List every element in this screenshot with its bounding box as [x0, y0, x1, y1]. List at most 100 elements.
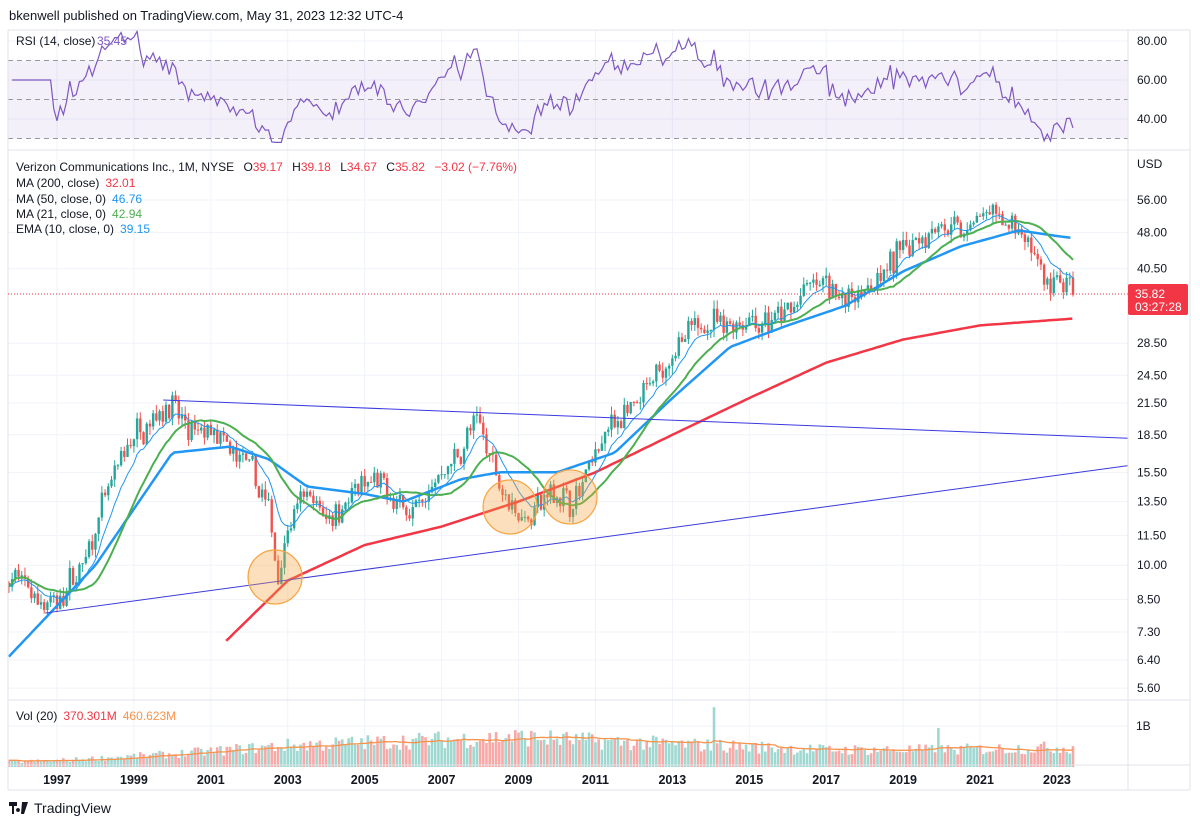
volume-bar	[1033, 752, 1036, 767]
candle-body	[722, 315, 725, 333]
volume-bar	[924, 744, 927, 767]
volume-bar	[417, 732, 421, 767]
candle-body	[815, 279, 818, 285]
candle-body	[792, 306, 796, 313]
candle-body	[533, 507, 536, 526]
candle-body	[719, 315, 722, 322]
volume-bar	[356, 744, 360, 767]
tradingview-logo[interactable]: TradingView	[9, 800, 111, 816]
volume-bar	[427, 745, 431, 767]
candle-body	[478, 414, 482, 423]
candle-body	[296, 503, 299, 510]
time-label: 2003	[274, 773, 302, 787]
candle-body	[171, 395, 174, 419]
volume-bar	[360, 738, 363, 767]
rsi-legend-value: 35.45	[97, 34, 127, 48]
candle-body	[382, 473, 386, 479]
candle-body	[1042, 264, 1046, 285]
candle-body	[408, 515, 411, 519]
candle-body	[456, 448, 459, 458]
candle-body	[924, 237, 927, 249]
candle-body	[30, 587, 33, 599]
candle-body	[639, 402, 642, 404]
candle-body	[132, 439, 136, 447]
volume-bar	[100, 755, 104, 767]
time-label: 1999	[120, 773, 148, 787]
candle-body	[767, 312, 770, 333]
volume-bar	[187, 753, 190, 767]
volume-bar	[497, 741, 501, 767]
volume-bar	[199, 748, 203, 767]
candle-body	[632, 402, 636, 404]
volume-bar	[876, 751, 879, 767]
volume-bar	[87, 758, 91, 767]
volume-bar	[276, 747, 280, 767]
volume-bar	[494, 732, 498, 767]
time-label: 2005	[351, 773, 379, 787]
rsi-axis-label: 60.00	[1137, 73, 1167, 87]
volume-bar	[340, 739, 344, 767]
volume-bar	[334, 737, 338, 767]
candle-body	[357, 483, 360, 494]
candle-body	[225, 435, 229, 442]
candle-body	[158, 411, 161, 421]
volume-bar	[606, 740, 610, 767]
candle-body	[674, 355, 677, 359]
volume-bar	[440, 740, 443, 767]
time-axis: 1997 1999 2001 2003 2005 2007 2009 2011 2013 2015…	[43, 773, 1071, 787]
volume-bar	[328, 748, 331, 767]
volume-bar	[81, 759, 84, 767]
candle-body	[110, 479, 113, 487]
volume-bar	[469, 744, 472, 767]
highlight-circles	[247, 469, 598, 605]
candle-body	[248, 459, 251, 461]
ema10-legend: EMA (10, close, 0) 39.15	[16, 222, 150, 236]
volume-bar	[430, 738, 434, 767]
volume-bar	[972, 747, 975, 767]
candle-body	[783, 309, 786, 322]
indicator-legends: MA (200, close) 32.01 MA (50, close, 0) 46…	[16, 176, 150, 236]
volume-bar	[773, 752, 777, 767]
candle-body	[235, 447, 238, 462]
candle-body	[597, 449, 600, 451]
volume-bar	[148, 755, 152, 767]
candle-body	[744, 325, 748, 330]
volume-bar	[796, 752, 799, 767]
volume-bar	[267, 744, 270, 767]
volume-bar	[401, 735, 405, 767]
candle-body	[879, 272, 882, 281]
volume-bar	[171, 754, 174, 767]
candle-body	[539, 495, 543, 510]
candle-body	[921, 237, 924, 244]
volume-bar	[366, 735, 370, 767]
volume-bar	[62, 758, 65, 767]
candle-body	[312, 495, 315, 504]
volume-bar	[190, 750, 193, 767]
candle-body	[360, 475, 363, 494]
ma21-legend: MA (21, close, 0) 42.94	[16, 207, 142, 221]
volume-bar	[530, 730, 533, 767]
candle-body	[834, 283, 838, 297]
candle-body	[17, 569, 20, 577]
time-label: 2021	[966, 773, 994, 787]
candle-body	[549, 484, 552, 498]
candle-body	[270, 499, 273, 533]
candle-body	[26, 578, 30, 588]
volume-bar	[459, 739, 463, 767]
volume-bar	[812, 751, 815, 767]
candle-body	[943, 224, 946, 231]
price-label: 5.60	[1137, 681, 1161, 695]
candle-body	[148, 423, 152, 427]
volume-bar	[411, 738, 415, 767]
volume-bar	[619, 745, 623, 767]
volume-bar	[850, 754, 854, 767]
volume-bar	[728, 747, 732, 767]
candle-body	[770, 319, 773, 333]
volume-bar	[863, 749, 866, 767]
volume-bar	[725, 752, 729, 767]
candle-body	[161, 411, 164, 422]
candle-body	[607, 429, 610, 432]
volume-bar	[549, 730, 552, 767]
rsi-axis-label: 40.00	[1137, 112, 1167, 126]
